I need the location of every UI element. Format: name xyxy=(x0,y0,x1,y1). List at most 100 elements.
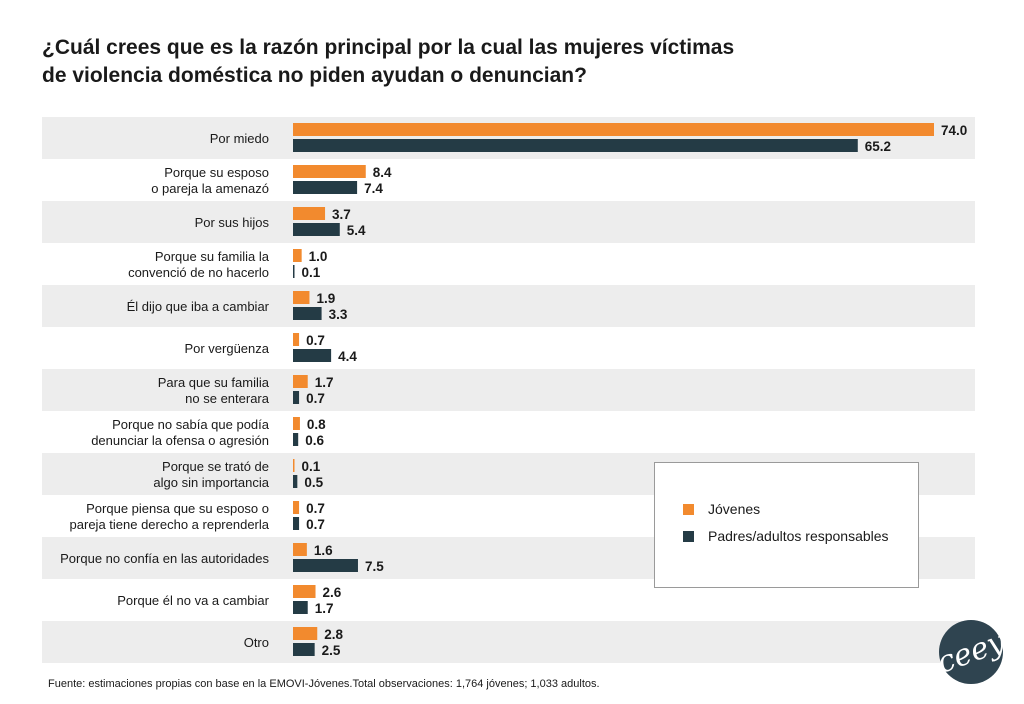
category-label: Por miedo xyxy=(210,131,269,146)
category-label-line: Él dijo que iba a cambiar xyxy=(127,299,270,314)
data-label-adultos: 0.7 xyxy=(306,391,325,406)
category-label: Porque él no va a cambiar xyxy=(117,593,269,608)
bar-jovenes xyxy=(293,627,318,640)
bar-jovenes xyxy=(293,501,300,514)
category-label: Porque se trató de algo sin importancia xyxy=(153,459,269,490)
bar-adultos xyxy=(293,307,322,320)
row-band xyxy=(42,411,975,453)
row-band xyxy=(42,621,975,663)
row-band xyxy=(42,159,975,201)
data-label-adultos: 7.5 xyxy=(365,559,384,574)
source-note: Fuente: estimaciones propias con base en… xyxy=(48,678,600,690)
category-label: Porque su esposo o pareja la amenazó xyxy=(151,165,269,196)
bar-adultos xyxy=(293,559,358,572)
legend-item-jovenes: Jóvenes xyxy=(683,501,760,517)
chart-title-line-2: de violencia doméstica no piden ayudan o… xyxy=(42,64,587,87)
bar-jovenes xyxy=(293,207,326,220)
bar-jovenes xyxy=(293,291,310,304)
data-label-jovenes: 0.8 xyxy=(307,417,326,432)
bar-adultos xyxy=(293,265,295,278)
data-label-adultos: 7.4 xyxy=(364,181,383,196)
category-label-line: Por vergüenza xyxy=(184,341,269,356)
bar-jovenes xyxy=(293,459,295,472)
category-label: Porque su familia la convenció de no hace… xyxy=(128,249,270,280)
data-label-jovenes: 1.6 xyxy=(314,543,333,558)
data-label-jovenes: 74.0 xyxy=(941,123,967,138)
category-label-line: Para que su familia xyxy=(158,375,270,390)
data-label-jovenes: 1.7 xyxy=(315,375,334,390)
bar-adultos xyxy=(293,433,299,446)
legend-swatch-jovenes xyxy=(683,503,694,515)
data-label-jovenes: 1.9 xyxy=(316,291,335,306)
bar-adultos xyxy=(293,181,358,194)
category-label-line: convenció de no hacerlo xyxy=(128,265,269,280)
category-label: Por sus hijos xyxy=(195,215,270,230)
category-label: Otro xyxy=(244,635,269,650)
data-label-jovenes: 0.7 xyxy=(306,501,325,516)
data-label-adultos: 0.7 xyxy=(306,517,325,532)
bar-jovenes xyxy=(293,543,307,556)
data-label-jovenes: 2.6 xyxy=(323,585,342,600)
legend: Jóvenes Padres/adultos responsables xyxy=(654,462,919,588)
data-label-adultos: 0.1 xyxy=(302,265,321,280)
bar-jovenes xyxy=(293,333,300,346)
category-label-line: Porque no sabía que podía xyxy=(112,417,270,432)
bar-adultos xyxy=(293,517,300,530)
data-label-adultos: 1.7 xyxy=(315,601,334,616)
category-label: Para que su familia no se enterara xyxy=(158,375,270,406)
bar-jovenes xyxy=(293,249,302,262)
data-label-jovenes: 2.8 xyxy=(324,627,343,642)
category-label-line: Por miedo xyxy=(210,131,269,146)
chart-title-line-1: ¿Cuál crees que es la razón principal po… xyxy=(42,36,735,59)
ceey-logo: ceey xyxy=(938,620,1004,684)
bar-adultos xyxy=(293,223,340,236)
data-label-jovenes: 0.7 xyxy=(306,333,325,348)
category-label-line: no se enterara xyxy=(185,391,270,406)
bar-jovenes xyxy=(293,165,366,178)
row-band xyxy=(42,285,975,327)
bar-adultos xyxy=(293,349,332,362)
bar-jovenes xyxy=(293,585,316,598)
data-label-adultos: 0.6 xyxy=(305,433,324,448)
data-label-adultos: 65.2 xyxy=(865,139,891,154)
category-label-line: Porque no confía en las autoridades xyxy=(60,551,269,566)
category-label-line: denunciar la ofensa o agresión xyxy=(91,433,269,448)
category-label-line: Porque su familia la xyxy=(155,249,270,264)
row-band xyxy=(42,327,975,369)
bar-adultos xyxy=(293,643,315,656)
category-label-line: Porque se trató de xyxy=(162,459,269,474)
bar-jovenes xyxy=(293,375,308,388)
category-label: Porque piensa que su esposo o pareja tien… xyxy=(70,501,270,532)
bar-jovenes xyxy=(293,123,934,136)
category-label-line: Porque él no va a cambiar xyxy=(117,593,269,608)
data-label-adultos: 3.3 xyxy=(329,307,348,322)
bar-adultos xyxy=(293,391,300,404)
category-label: Porque no confía en las autoridades xyxy=(60,551,269,566)
category-label-line: Por sus hijos xyxy=(195,215,270,230)
legend-swatch-adultos xyxy=(683,530,694,542)
data-label-adultos: 5.4 xyxy=(347,223,366,238)
row-band xyxy=(42,369,975,411)
row-band xyxy=(42,243,975,285)
category-label-line: algo sin importancia xyxy=(153,475,269,490)
bar-adultos xyxy=(293,139,858,152)
category-label: Por vergüenza xyxy=(184,341,269,356)
bar-jovenes xyxy=(293,417,300,430)
legend-label-adultos: Padres/adultos responsables xyxy=(708,528,889,544)
data-label-jovenes: 1.0 xyxy=(309,249,328,264)
category-label-line: Porque piensa que su esposo o xyxy=(86,501,269,516)
category-label: Porque no sabía que podía denunciar la of… xyxy=(91,417,270,448)
legend-label-jovenes: Jóvenes xyxy=(708,501,761,517)
row-band xyxy=(42,201,975,243)
bar-adultos xyxy=(293,475,298,488)
chart-title: ¿Cuál crees que es la razón principal po… xyxy=(42,34,942,90)
legend-item-adultos: Padres/adultos responsables xyxy=(683,528,889,544)
category-label-line: o pareja la amenazó xyxy=(151,181,269,196)
data-label-adultos: 2.5 xyxy=(322,643,341,658)
category-label-line: pareja tiene derecho a reprenderla xyxy=(70,517,270,532)
category-label-line: Porque su esposo xyxy=(164,165,269,180)
data-label-jovenes: 0.1 xyxy=(302,459,321,474)
data-label-jovenes: 8.4 xyxy=(373,165,392,180)
data-label-adultos: 4.4 xyxy=(338,349,357,364)
